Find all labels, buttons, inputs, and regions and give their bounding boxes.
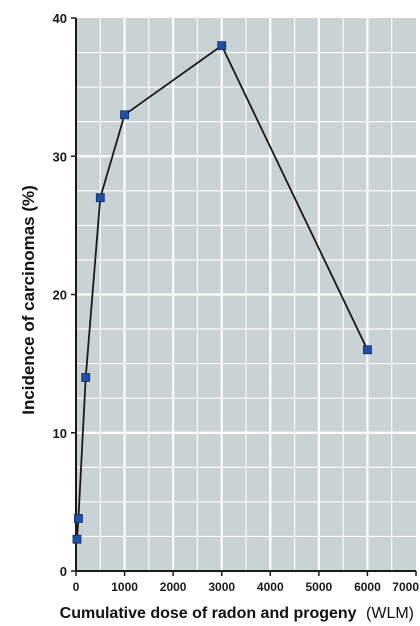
y-tick-label: 0 [60, 564, 67, 579]
data-point-marker [95, 193, 105, 203]
y-tick-label: 40 [53, 11, 67, 26]
data-point-marker [363, 345, 372, 355]
x-axis-title-unit: (WLM) [366, 605, 414, 622]
data-point-marker [72, 534, 82, 544]
x-tick-label: 5000 [306, 580, 333, 594]
x-tick-label: 4000 [257, 580, 284, 594]
data-point-marker [74, 514, 83, 523]
x-tick-label: 7000 [392, 580, 419, 594]
x-axis-title: Cumulative dose of radon and progeny (WL… [60, 605, 414, 622]
y-tick-label: 30 [53, 149, 67, 164]
data-point-marker [120, 110, 129, 120]
x-axis-title-text: Cumulative dose of radon and progeny [60, 605, 357, 622]
x-tick-label: 2000 [160, 580, 187, 594]
data-point-marker [81, 373, 91, 382]
x-tick-label: 1000 [111, 580, 138, 594]
y-tick-label: 10 [53, 426, 67, 441]
data-point-marker [217, 41, 227, 51]
x-tick-label: 0 [73, 580, 80, 594]
x-tick-labels: 0 1000 2000 3000 4000 5000 6000 7000 [73, 571, 419, 594]
x-tick-label: 3000 [208, 580, 235, 594]
x-tick-label: 6000 [354, 580, 381, 594]
y-tick-labels: 0 10 20 30 40 [53, 11, 76, 579]
data-series [72, 41, 372, 544]
y-tick-label: 20 [53, 288, 67, 303]
y-axis-title: Incidence of carcinomas (%) [19, 185, 38, 415]
grid [76, 18, 416, 571]
